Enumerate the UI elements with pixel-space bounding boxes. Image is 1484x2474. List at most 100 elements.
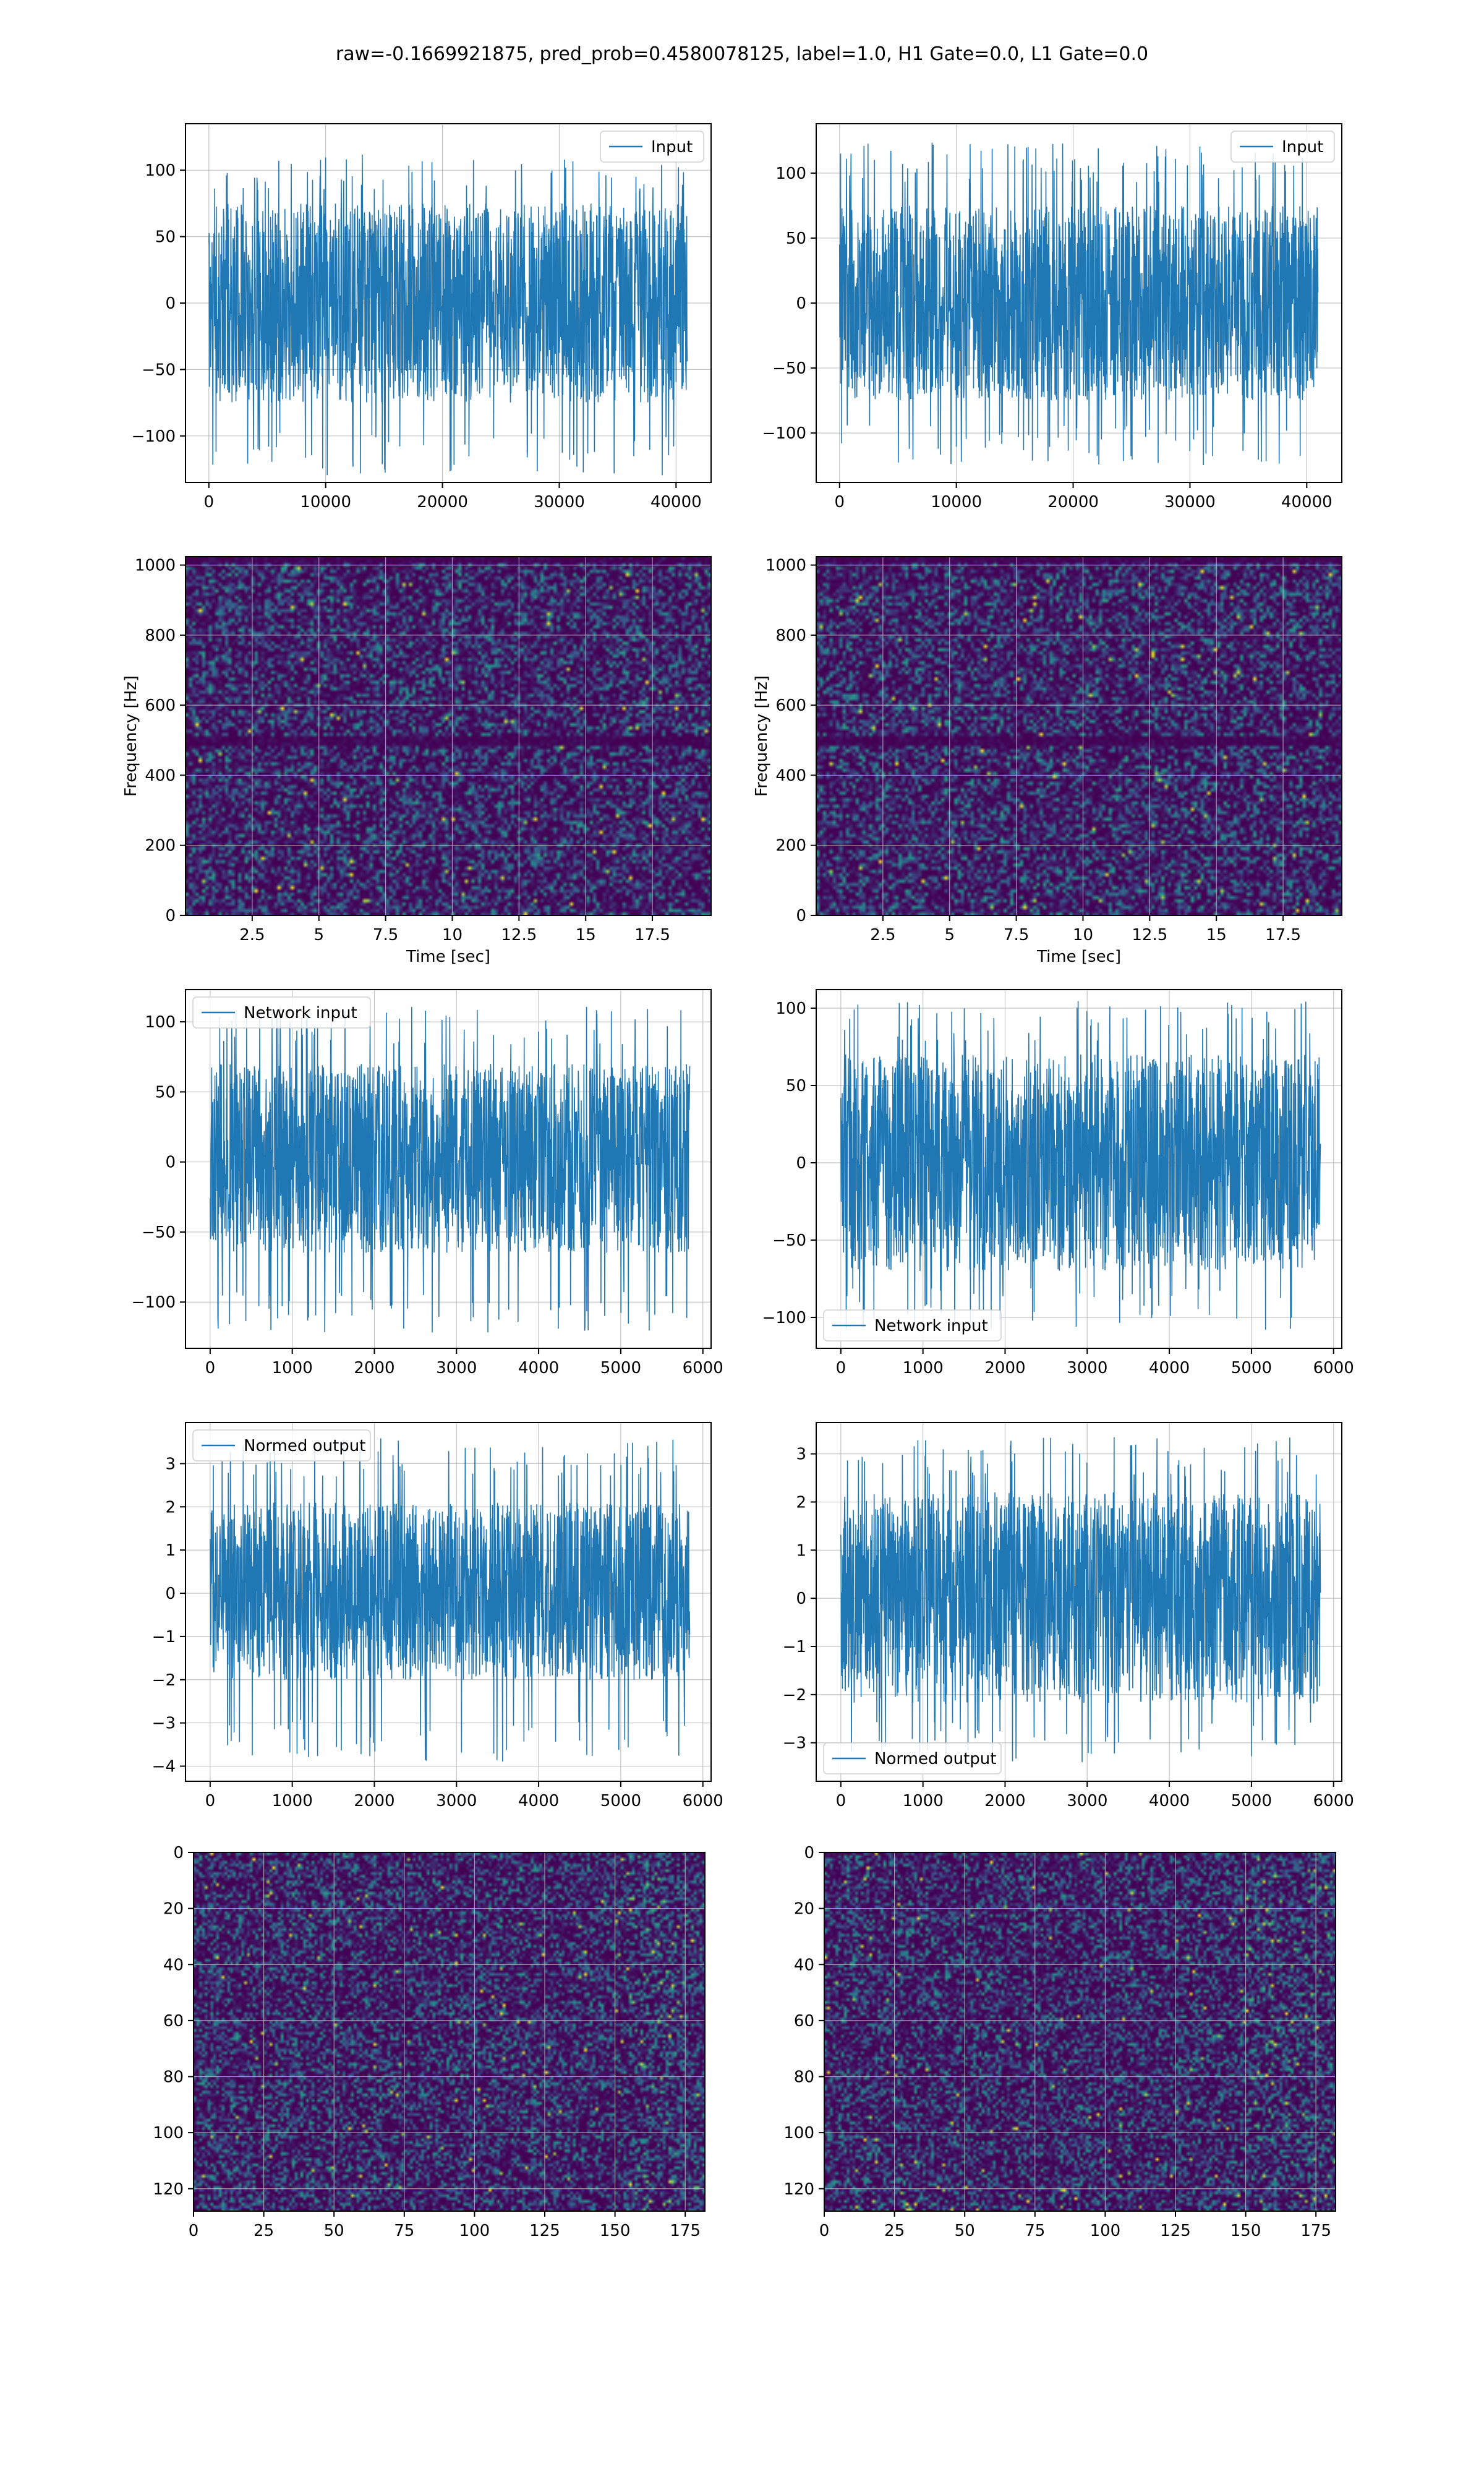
y-tick-label: 50 bbox=[786, 229, 806, 248]
x-tick-label: 5000 bbox=[600, 1359, 641, 1377]
axis-ticks: 0 1000 2000 3000 4000 5000 6000 −3 −2 −1 0 1 2 3 bbox=[783, 1445, 1354, 1810]
x-tick-label: 0 bbox=[189, 2222, 199, 2240]
legend-label: Input bbox=[651, 138, 693, 156]
y-tick-label: 2 bbox=[165, 1498, 176, 1517]
legend: Input bbox=[1230, 131, 1335, 163]
x-tick-label: 25 bbox=[884, 2222, 905, 2240]
grid-lines bbox=[816, 557, 1342, 916]
axis-ticks: 2.5 5 7.5 10 12.5 15 17.5 0 200 400 600 800 1000 bbox=[135, 557, 670, 944]
heatmap-image bbox=[824, 1852, 1336, 2211]
x-tick-label: 10 bbox=[1073, 926, 1093, 944]
y-tick-label: −1 bbox=[783, 1638, 806, 1656]
y-tick-label: 50 bbox=[155, 228, 176, 247]
page-title: raw=-0.1669921875, pred_prob=0.458007812… bbox=[335, 43, 1149, 65]
y-tick-label: 40 bbox=[794, 1956, 814, 1974]
grid-lines bbox=[824, 1852, 1336, 2211]
norm-left-plot: 0 1000 2000 3000 4000 5000 6000 −4 −3 −2 −1 0 1 2 3 Nor… bbox=[152, 1422, 723, 1810]
legend-label: Normed output bbox=[244, 1437, 365, 1455]
x-tick-label: 6000 bbox=[683, 1359, 723, 1377]
legend: Network input bbox=[823, 1309, 1002, 1342]
y-tick-label: 0 bbox=[796, 1590, 806, 1608]
series-line bbox=[839, 142, 1319, 466]
x-tick-label: 2.5 bbox=[870, 926, 895, 944]
y-tick-label: 1000 bbox=[135, 557, 176, 575]
legend: Normed output bbox=[192, 1429, 371, 1462]
series-line bbox=[840, 1001, 1321, 1330]
x-tick-label: 5000 bbox=[600, 1792, 641, 1810]
x-tick-label: 4000 bbox=[1149, 1359, 1190, 1377]
axis-ticks: 0 1000 2000 3000 4000 5000 6000 −100 −50 0 50 100 bbox=[762, 999, 1354, 1377]
x-tick-label: 6000 bbox=[1313, 1359, 1354, 1377]
axis-ticks: 0 10000 20000 30000 40000 −100 −50 0 50 100 bbox=[762, 165, 1333, 511]
x-tick-label: 125 bbox=[529, 2222, 560, 2240]
y-tick-label: −50 bbox=[772, 359, 806, 378]
act-left-plot: 0 25 50 75 100 125 150 175 0 20 40 60 80 100 120 bbox=[153, 1844, 706, 2240]
x-tick-label: 20000 bbox=[1047, 493, 1099, 511]
y-axis-label: Frequency [Hz] bbox=[753, 675, 771, 797]
y-tick-label: 200 bbox=[145, 837, 176, 855]
x-tick-label: 0 bbox=[205, 1792, 216, 1810]
x-tick-label: 17.5 bbox=[1265, 926, 1301, 944]
y-tick-label: 3 bbox=[165, 1455, 176, 1473]
y-tick-label: 20 bbox=[794, 1900, 814, 1919]
y-tick-label: 80 bbox=[163, 2068, 184, 2087]
y-tick-label: 20 bbox=[163, 1900, 184, 1919]
axis-ticks: 0 25 50 75 100 125 150 175 0 20 40 60 80 100 120 bbox=[783, 1844, 1331, 2240]
x-tick-label: 75 bbox=[1025, 2222, 1045, 2240]
x-tick-label: 50 bbox=[324, 2222, 344, 2240]
x-tick-label: 4000 bbox=[518, 1792, 559, 1810]
x-tick-label: 5000 bbox=[1231, 1359, 1272, 1377]
y-tick-label: 2 bbox=[796, 1493, 806, 1512]
y-tick-label: 0 bbox=[796, 1154, 806, 1173]
y-tick-label: 1 bbox=[165, 1541, 176, 1560]
legend: Network input bbox=[192, 996, 371, 1029]
x-tick-label: 12.5 bbox=[1132, 926, 1167, 944]
heatmap-image bbox=[194, 1852, 705, 2211]
net-right-plot: 0 1000 2000 3000 4000 5000 6000 −100 −50 0 50 100 Ne… bbox=[762, 989, 1354, 1377]
x-tick-label: 125 bbox=[1160, 2222, 1191, 2240]
y-tick-label: 400 bbox=[775, 766, 806, 785]
x-tick-label: 150 bbox=[1230, 2222, 1261, 2240]
x-tick-label: 15 bbox=[1206, 926, 1227, 944]
axis-ticks: 2.5 5 7.5 10 12.5 15 17.5 0 200 400 600 800 1000 bbox=[765, 557, 1301, 944]
axes-frame bbox=[185, 556, 712, 916]
x-tick-label: 10000 bbox=[300, 493, 351, 511]
x-tick-label: 175 bbox=[1300, 2222, 1331, 2240]
x-tick-label: 40000 bbox=[1281, 493, 1333, 511]
x-tick-label: 4000 bbox=[1149, 1792, 1190, 1810]
x-tick-label: 6000 bbox=[1313, 1792, 1354, 1810]
axes-frame bbox=[185, 1422, 712, 1782]
x-tick-label: 15 bbox=[576, 926, 596, 944]
x-tick-label: 2000 bbox=[354, 1792, 394, 1810]
axes-frame bbox=[185, 123, 712, 483]
series-line bbox=[210, 1438, 691, 1762]
y-tick-label: −100 bbox=[762, 1309, 806, 1327]
y-tick-label: 100 bbox=[775, 165, 806, 183]
y-tick-label: −100 bbox=[762, 424, 806, 443]
y-tick-label: 0 bbox=[165, 907, 176, 925]
x-tick-label: 25 bbox=[254, 2222, 274, 2240]
axis-ticks: 0 10000 20000 30000 40000 −100 −50 0 50 100 bbox=[132, 161, 702, 511]
axes-frame bbox=[816, 989, 1342, 1349]
y-tick-label: 600 bbox=[775, 696, 806, 715]
x-tick-label: 30000 bbox=[1164, 493, 1216, 511]
y-tick-label: 0 bbox=[165, 1154, 176, 1172]
axes-frame bbox=[193, 1852, 706, 2212]
x-tick-label: 5 bbox=[313, 926, 324, 944]
series-line bbox=[840, 1437, 1321, 1762]
y-tick-label: −2 bbox=[152, 1671, 176, 1690]
x-tick-label: 7.5 bbox=[1004, 926, 1029, 944]
axis-ticks: 0 1000 2000 3000 4000 5000 6000 −100 −50 0 50 100 bbox=[132, 1013, 723, 1377]
y-tick-label: 60 bbox=[794, 2012, 814, 2031]
x-tick-label: 10 bbox=[442, 926, 463, 944]
y-tick-label: 100 bbox=[145, 1013, 176, 1032]
axis-ticks: 0 25 50 75 100 125 150 175 0 20 40 60 80 100 120 bbox=[153, 1844, 701, 2240]
y-tick-label: 800 bbox=[775, 627, 806, 645]
y-tick-label: 0 bbox=[804, 1844, 814, 1862]
y-tick-label: 120 bbox=[783, 2180, 814, 2199]
net-left-plot: 0 1000 2000 3000 4000 5000 6000 −100 −50 0 50 100 Ne… bbox=[132, 989, 723, 1377]
x-tick-label: 175 bbox=[670, 2222, 701, 2240]
x-tick-label: 4000 bbox=[518, 1359, 559, 1377]
axes-frame bbox=[185, 989, 712, 1349]
y-tick-label: 80 bbox=[794, 2068, 814, 2087]
